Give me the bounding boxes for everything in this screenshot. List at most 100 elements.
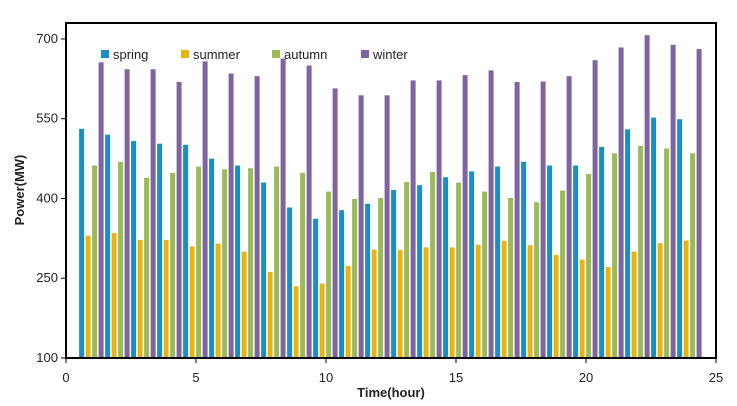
bar-spring-3 xyxy=(131,141,137,358)
bar-spring-11 xyxy=(339,210,345,358)
bar-winter-8 xyxy=(280,58,286,358)
bar-winter-23 xyxy=(670,44,676,359)
bar-spring-23 xyxy=(651,117,657,359)
legend-label-winter: winter xyxy=(372,47,408,62)
bar-summer-21 xyxy=(605,267,611,358)
bar-spring-8 xyxy=(261,182,267,358)
bar-spring-4 xyxy=(157,143,163,358)
bar-spring-15 xyxy=(443,177,449,358)
bar-summer-16 xyxy=(475,244,481,358)
legend-swatch-winter xyxy=(361,50,369,58)
bar-summer-1 xyxy=(85,235,91,358)
bar-summer-12 xyxy=(371,249,377,358)
bar-winter-2 xyxy=(124,69,130,358)
bar-summer-14 xyxy=(423,247,429,358)
bar-autumn-13 xyxy=(404,181,410,358)
bar-summer-8 xyxy=(267,271,273,358)
legend-label-spring: spring xyxy=(113,47,148,62)
legend-swatch-autumn xyxy=(272,50,280,58)
bar-summer-17 xyxy=(501,241,507,358)
bar-autumn-21 xyxy=(612,153,618,358)
y-ticks-group: 100 250 400 550 700 xyxy=(36,31,66,365)
bar-summer-22 xyxy=(631,251,637,358)
bar-summer-2 xyxy=(111,233,117,358)
bar-autumn-20 xyxy=(586,174,592,358)
bar-spring-19 xyxy=(547,165,553,358)
x-tick-label: 20 xyxy=(579,370,593,385)
bar-summer-4 xyxy=(163,239,169,358)
bar-autumn-6 xyxy=(222,169,228,358)
bar-winter-16 xyxy=(488,70,494,358)
bar-summer-10 xyxy=(319,283,325,358)
bar-autumn-23 xyxy=(664,148,670,358)
legend-label-summer: summer xyxy=(193,47,241,62)
bar-autumn-2 xyxy=(118,161,124,358)
bar-spring-20 xyxy=(573,165,579,358)
bar-autumn-11 xyxy=(352,199,358,358)
bar-autumn-16 xyxy=(482,191,488,358)
y-tick-label: 700 xyxy=(36,31,58,46)
bar-winter-15 xyxy=(462,75,468,359)
bar-spring-18 xyxy=(521,161,527,358)
bar-spring-2 xyxy=(105,134,111,358)
bars-group xyxy=(79,35,702,359)
bar-winter-20 xyxy=(592,60,598,358)
bar-spring-21 xyxy=(599,146,605,358)
bar-summer-5 xyxy=(189,246,195,358)
bar-spring-10 xyxy=(313,218,319,358)
bar-winter-7 xyxy=(254,76,260,359)
bar-spring-22 xyxy=(625,129,631,358)
y-tick-label: 550 xyxy=(36,111,58,126)
bar-autumn-3 xyxy=(144,177,150,358)
x-ticks-group: 0 5 10 15 20 25 xyxy=(62,358,723,385)
bar-autumn-10 xyxy=(326,191,332,358)
x-tick-label: 15 xyxy=(449,370,463,385)
x-tick-label: 10 xyxy=(319,370,333,385)
bar-spring-12 xyxy=(365,203,371,358)
bar-spring-7 xyxy=(235,165,241,358)
bar-autumn-1 xyxy=(92,165,98,358)
bar-winter-9 xyxy=(306,65,312,358)
bar-summer-23 xyxy=(657,243,663,358)
bar-summer-15 xyxy=(449,247,455,358)
bar-spring-17 xyxy=(495,166,501,358)
bar-summer-18 xyxy=(527,245,533,358)
bar-autumn-7 xyxy=(248,168,254,358)
bar-winter-3 xyxy=(150,69,156,358)
bar-summer-20 xyxy=(579,259,585,358)
bar-winter-11 xyxy=(358,95,364,358)
bar-autumn-5 xyxy=(196,166,202,358)
x-axis-title: Time(hour) xyxy=(357,385,425,400)
legend-label-autumn: autumn xyxy=(284,47,327,62)
bar-winter-22 xyxy=(644,35,650,358)
x-tick-label: 5 xyxy=(192,370,199,385)
bar-autumn-18 xyxy=(534,202,540,358)
y-tick-label: 250 xyxy=(36,270,58,285)
legend-swatch-summer xyxy=(181,50,189,58)
bar-winter-21 xyxy=(618,47,624,359)
bar-winter-10 xyxy=(332,88,338,359)
bar-winter-13 xyxy=(410,80,416,359)
bar-spring-16 xyxy=(469,171,475,358)
bar-winter-12 xyxy=(384,95,390,358)
x-tick-label: 25 xyxy=(709,370,723,385)
y-axis-title: Power(MW) xyxy=(12,155,27,226)
bar-winter-24 xyxy=(696,49,702,359)
bar-autumn-22 xyxy=(638,145,644,358)
bar-spring-14 xyxy=(417,185,423,358)
bar-autumn-12 xyxy=(378,197,384,358)
y-tick-label: 400 xyxy=(36,190,58,205)
bar-spring-6 xyxy=(209,158,215,358)
bar-autumn-15 xyxy=(456,182,462,358)
legend: spring summer autumn winter xyxy=(101,47,408,62)
bar-autumn-14 xyxy=(430,171,436,358)
bar-autumn-9 xyxy=(300,172,306,358)
bar-spring-24 xyxy=(677,119,683,358)
bar-summer-19 xyxy=(553,254,559,358)
bar-summer-3 xyxy=(137,239,143,358)
bar-spring-1 xyxy=(79,128,85,358)
bar-spring-9 xyxy=(287,207,293,358)
bar-winter-19 xyxy=(566,76,572,359)
x-tick-label: 0 xyxy=(62,370,69,385)
